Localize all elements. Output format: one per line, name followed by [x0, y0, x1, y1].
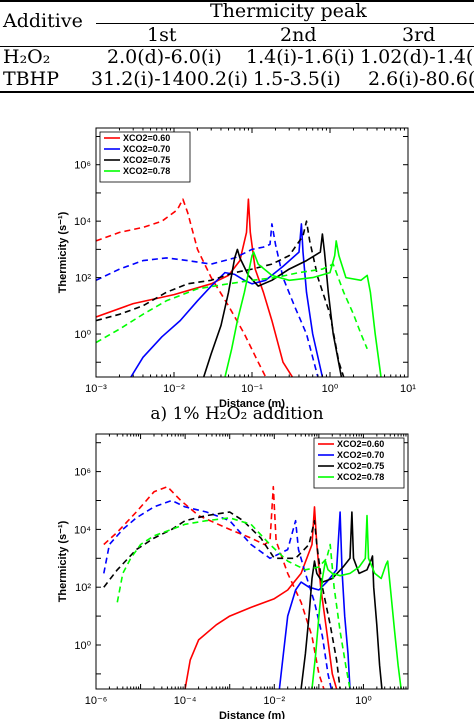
series-line-blue-dashed: [96, 223, 319, 377]
table-header-group: Thermicity peak: [210, 0, 367, 22]
table-row-2-val-2: 1.5-3.5(i): [253, 68, 341, 90]
table-group-rule: [96, 23, 474, 24]
legend-label: XCO2=0.78: [337, 472, 384, 482]
y-tick-label: 10⁶: [74, 160, 91, 172]
table-col-header-1: 1st: [147, 24, 177, 46]
y-tick-label: 10²: [75, 582, 91, 594]
series-line-black-solid: [202, 233, 343, 377]
table-col-header-3: 3rd: [402, 24, 436, 46]
table-row-2-val-3: 2.6(i)-80.6(i): [368, 68, 474, 90]
legend-label: XCO2=0.70: [123, 144, 170, 154]
series-line-red-dashed: [96, 198, 267, 377]
table-row-1-val-3: 1.02(d)-1.4(d): [360, 46, 474, 68]
plot-lines: [103, 485, 402, 689]
x-tick-label: 10⁰: [355, 695, 372, 707]
thermicity-table: Additive Thermicity peak 1st 2nd 3rd H₂O…: [0, 0, 474, 93]
legend-label: XCO2=0.70: [337, 450, 384, 460]
series-line-blue-dashed: [103, 499, 333, 689]
legend-label: XCO2=0.60: [123, 133, 170, 143]
x-tick-label: 10⁻²: [263, 695, 285, 707]
y-tick-label: 10⁴: [74, 216, 91, 228]
table-top-rule: [0, 0, 474, 2]
legend-label: XCO2=0.75: [123, 155, 170, 165]
y-tick-label: 10⁴: [74, 524, 91, 536]
x-axis-label: Distance (m): [219, 710, 285, 719]
legend-label: XCO2=0.60: [337, 439, 384, 449]
legend-label: XCO2=0.75: [337, 461, 384, 471]
x-tick-label: 10⁰: [322, 383, 339, 395]
y-tick-label: 10⁰: [74, 329, 91, 341]
y-tick-label: 10⁰: [74, 640, 91, 652]
series-line-red-dashed: [103, 485, 325, 689]
table-header-rule: [0, 46, 474, 47]
series-line-black-dashed: [103, 511, 341, 689]
table-row-1-additive: H₂O₂: [3, 46, 51, 68]
table-row-1-val-1: 2.0(d)-6.0(i): [107, 46, 222, 68]
caption-a: a) 1% H₂O₂ addition: [150, 404, 324, 424]
x-tick-label: 10¹: [400, 383, 416, 395]
series-line-red-solid: [184, 506, 338, 689]
legend-box: [313, 437, 405, 489]
series-line-black-solid: [300, 511, 383, 689]
legend-box: [99, 131, 191, 183]
y-axis-label: Thermicity (s⁻¹): [57, 211, 69, 293]
chart-a: 10⁻³ 10⁻² 10⁻¹ 10⁰ 10¹ 10⁰ 10² 10⁴ 10⁶ Distance (…: [57, 127, 416, 410]
series-line-green-dashed: [96, 263, 368, 350]
y-tick-label: 10⁶: [74, 467, 91, 479]
y-axis-label: Thermicity (s⁻¹): [57, 520, 69, 602]
x-tick-label: 10⁻²: [163, 383, 185, 395]
x-tick-label: 10⁻³: [85, 383, 107, 395]
table-col-header-2: 2nd: [280, 24, 317, 46]
table-header-additive: Additive: [3, 10, 83, 32]
x-axis-label: Distance (m): [219, 398, 285, 410]
series-line-blue-solid: [278, 511, 351, 689]
x-tick-label: 10⁻¹: [241, 383, 263, 395]
series-line-green-solid: [224, 240, 382, 377]
series-line-black-dashed: [96, 220, 345, 377]
legend-label: XCO2=0.78: [123, 166, 170, 176]
series-line-green-solid: [311, 514, 402, 689]
plot-lines: [96, 198, 382, 377]
chart-b: 10⁻⁶ 10⁻⁴ 10⁻² 10⁰ 10⁰ 10² 10⁴ 10⁶ Distance (m) T…: [57, 433, 409, 719]
series-line-blue-solid: [130, 223, 324, 377]
x-tick-label: 10⁻⁴: [174, 695, 197, 707]
x-tick-label: 10⁻⁶: [85, 695, 108, 707]
table-row-2-additive: TBHP: [3, 68, 59, 90]
plot-frame: [95, 433, 409, 690]
series-line-green-dashed: [116, 517, 351, 689]
y-tick-label: 10²: [75, 273, 91, 285]
table-row-2-val-1: 31.2(i)-1400.2(i): [91, 68, 249, 90]
table-bottom-rule: [0, 91, 474, 93]
series-line-red-solid: [96, 198, 294, 377]
table-row-1-val-2: 1.4(i)-1.6(i): [246, 46, 355, 68]
